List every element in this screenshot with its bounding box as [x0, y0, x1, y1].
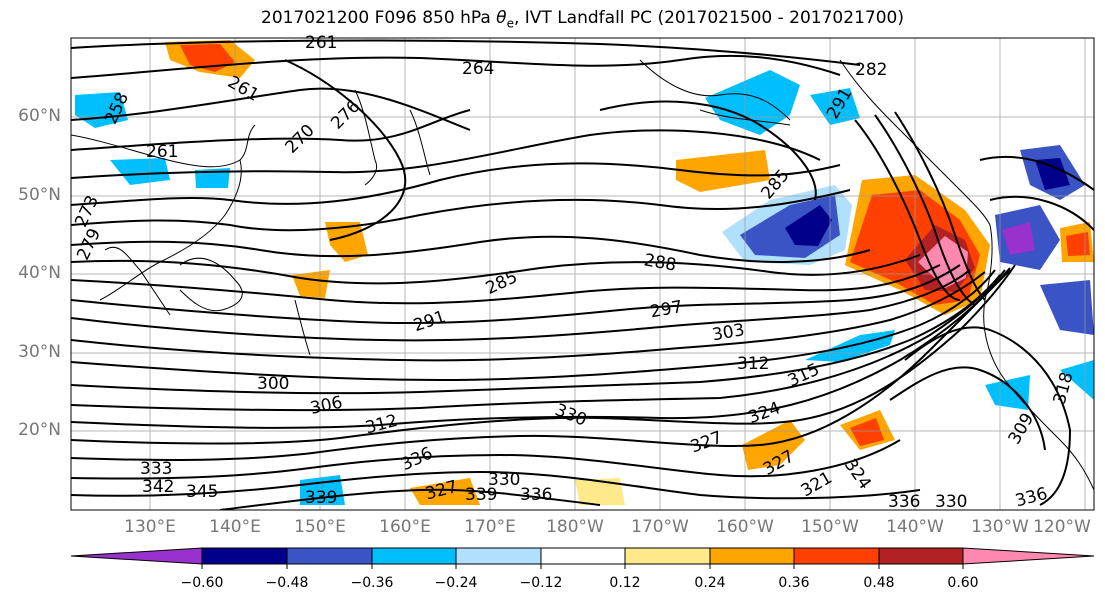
lon-tick-label: 150°W	[801, 517, 859, 537]
colorbar-tick-label: 0.60	[947, 575, 979, 591]
colorbar-segment	[201, 547, 288, 565]
colorbar-segment	[793, 547, 880, 565]
colorbar-segment	[709, 547, 795, 565]
lon-tick-label: 180°W	[546, 517, 604, 537]
shade-yellow-region	[575, 478, 625, 505]
colorbar-segment	[624, 547, 711, 565]
lat-tick-label: 50°N	[18, 185, 61, 205]
contour-label: 330	[935, 492, 967, 512]
lon-tick-label: 150°E	[294, 517, 346, 537]
colorbar-segment	[70, 547, 203, 565]
shade-blue-region	[1040, 280, 1094, 335]
colorbar-segment	[286, 547, 373, 565]
shade-navy-region	[785, 205, 832, 246]
contour-label: 345	[186, 482, 218, 502]
lon-tick-label: 160°E	[379, 517, 431, 537]
shade-pink-region	[918, 236, 968, 288]
plot-frame	[70, 37, 1095, 511]
colorbar-tick-label: 0.36	[778, 575, 810, 591]
colorbar-tick-label: −0.24	[434, 575, 478, 591]
contour-label: 339	[465, 485, 497, 505]
lon-tick-label: 160°W	[716, 517, 774, 537]
colorbar-tick-label: 0.24	[694, 575, 726, 591]
colorbar-tick-label: 0.48	[863, 575, 895, 591]
plot-area	[71, 38, 1094, 510]
colorbar-tick-label: 0.12	[609, 575, 641, 591]
lat-tick-label: 20°N	[18, 420, 61, 440]
lat-tick-label: 60°N	[18, 106, 61, 126]
colorbar-tick-label: −0.36	[350, 575, 394, 591]
colorbar-tick-marks	[201, 564, 964, 569]
shade-lightblue-region	[985, 375, 1030, 410]
contour-label: 282	[855, 60, 887, 80]
contour-label: 312	[737, 354, 769, 374]
colorbar-segment	[878, 547, 964, 565]
lat-tick-label: 30°N	[18, 342, 61, 362]
colorbar-segment	[540, 547, 626, 565]
shade-red-region	[850, 418, 884, 446]
title-theta: θ	[496, 8, 507, 28]
colorbar-segment	[371, 547, 457, 565]
title-subscript: e	[506, 16, 514, 31]
lon-tick-label: 170°W	[631, 517, 689, 537]
contour-label: 300	[257, 374, 289, 394]
contour-label: 261	[146, 142, 178, 162]
shade-lightblue-region	[705, 70, 800, 135]
shade-orange-region	[410, 478, 480, 505]
shade-orange-region	[676, 150, 770, 192]
title-main: 2017021200 F096 850 hPa	[261, 8, 497, 28]
shade-lightblue-region	[195, 168, 230, 188]
map-title: 2017021200 F096 850 hPa θe, IVT Landfall…	[0, 8, 1105, 30]
contour-label: 339	[305, 488, 337, 508]
contour-label: 264	[462, 59, 494, 79]
gridlines	[71, 38, 1094, 510]
lon-tick-label: 140°E	[209, 517, 261, 537]
lon-tick-label: 130°W	[971, 517, 1029, 537]
colorbar-tick-label: −0.60	[180, 575, 224, 591]
lon-tick-label: 120°W	[1033, 517, 1091, 537]
colorbar-segment	[962, 547, 1095, 565]
lon-tick-label: 130°E	[124, 517, 176, 537]
contour-label: 336	[888, 492, 920, 512]
shade-lightblue-region	[300, 475, 345, 505]
shade-orange-region	[742, 420, 805, 470]
colorbar-segment	[455, 547, 542, 565]
shade-navy-region	[1035, 158, 1070, 190]
colorbar-tick-label: −0.12	[519, 575, 563, 591]
theta-e-contours	[71, 39, 1094, 510]
shade-lightblue-region	[110, 158, 170, 185]
contour-label: 330	[488, 470, 520, 490]
colorbar	[70, 547, 1095, 569]
lon-tick-label: 170°E	[464, 517, 516, 537]
coastlines	[71, 59, 1094, 491]
contour-label: 342	[142, 477, 174, 497]
contour-label: 261	[305, 33, 337, 53]
contour-label: 333	[140, 459, 172, 479]
title-rest: , IVT Landfall PC (2017021500 - 20170217…	[513, 8, 904, 28]
lat-tick-label: 40°N	[18, 263, 61, 283]
colorbar-tick-label: −0.48	[265, 575, 309, 591]
lon-tick-label: 140°W	[886, 517, 944, 537]
shade-purple-region	[1002, 222, 1035, 255]
shade-red-region	[1066, 232, 1090, 256]
contour-label: 336	[520, 485, 552, 505]
shade-lightblue-region	[810, 88, 860, 125]
